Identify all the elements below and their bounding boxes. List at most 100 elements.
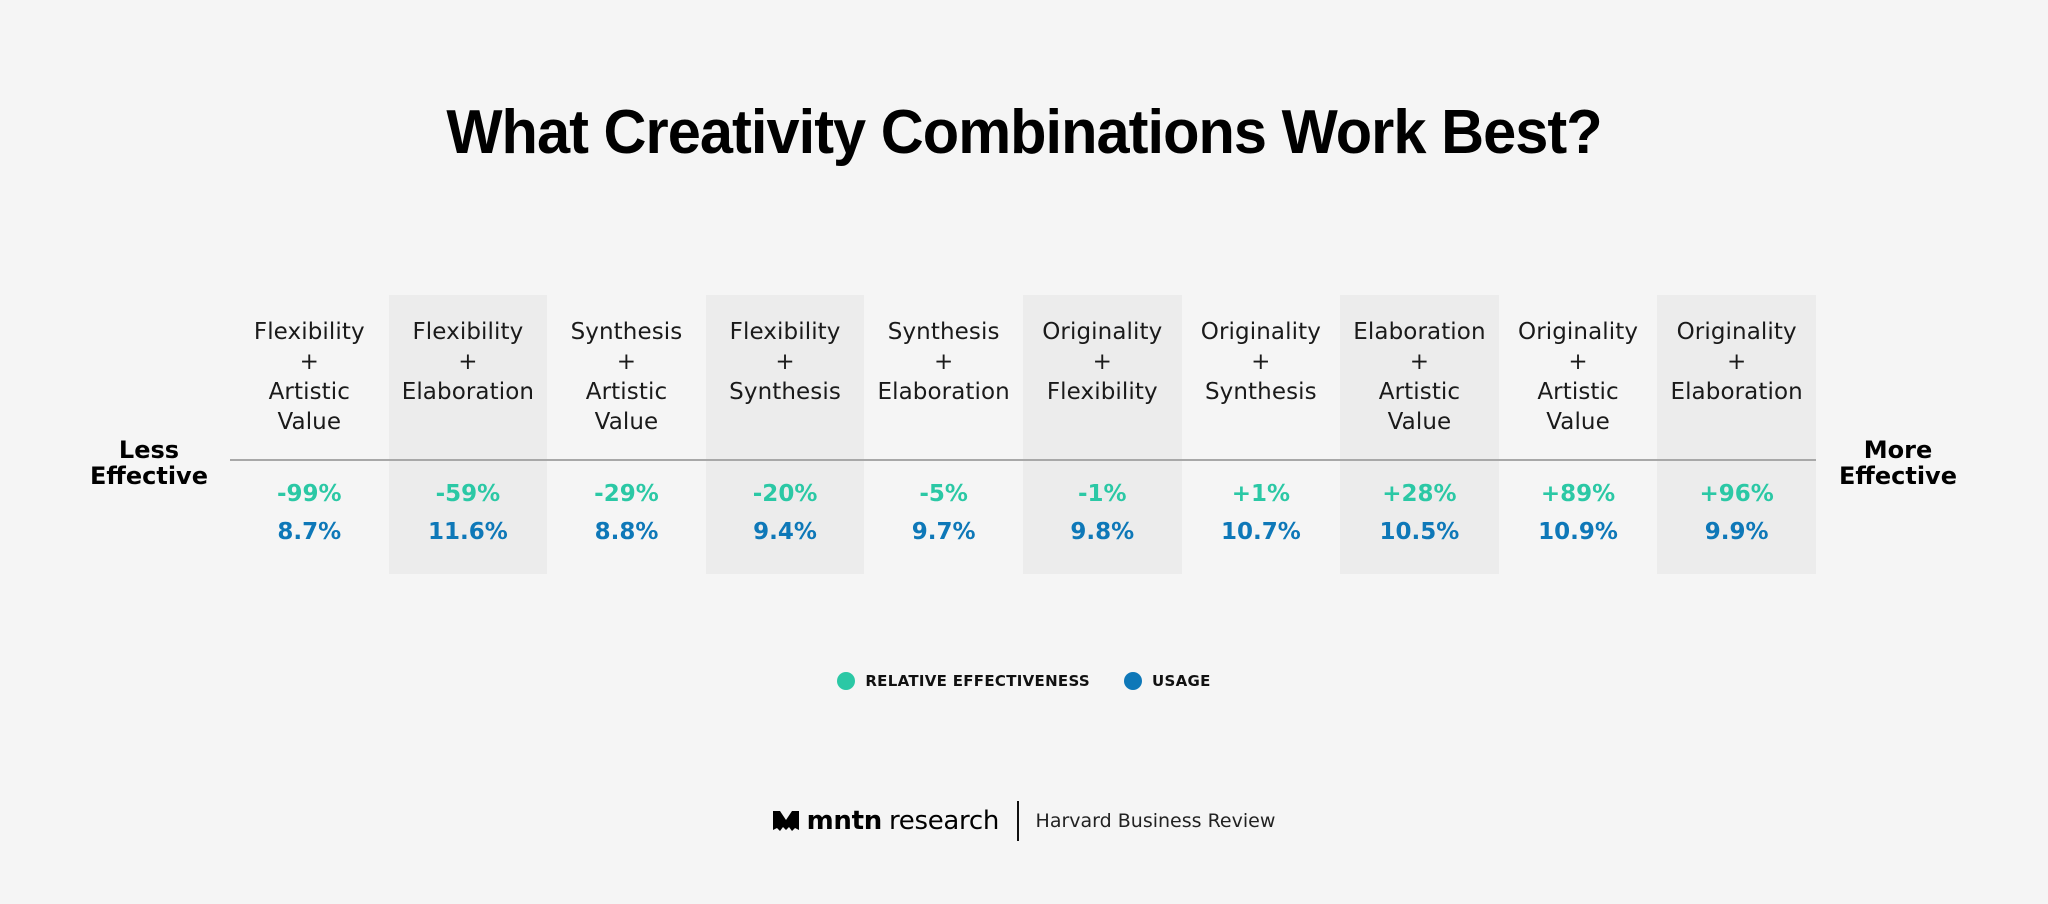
usage-value: 9.4%	[753, 519, 817, 545]
header-line3: Value	[1387, 409, 1452, 435]
legend-item-relative-effectiveness: RELATIVE EFFECTIVENESS	[837, 672, 1090, 690]
column-8: Elaboration + Artistic Value +28% 10.5%	[1340, 295, 1499, 574]
column-values: -5% 9.7%	[864, 480, 1023, 546]
column-values: -29% 8.8%	[547, 480, 706, 546]
legend: RELATIVE EFFECTIVENESS USAGE	[0, 672, 2048, 690]
header-line2: Artistic	[268, 379, 351, 405]
header-line2: Elaboration	[1670, 379, 1803, 405]
header-line2: Artistic	[1378, 379, 1461, 405]
column-9: Originality + Artistic Value +89% 10.9%	[1499, 295, 1658, 574]
effectiveness-value: -20%	[752, 481, 818, 507]
header-line2: Synthesis	[729, 379, 841, 405]
more-effective-label: More Effective	[1818, 437, 1978, 489]
legend-label: RELATIVE EFFECTIVENESS	[865, 672, 1091, 690]
effectiveness-value: -29%	[594, 481, 659, 507]
chart-title: What Creativity Combinations Work Best?	[446, 98, 1602, 167]
header-line2: Artistic	[1537, 379, 1619, 405]
plus-sign: +	[1568, 349, 1588, 375]
column-header: Originality + Artistic Value	[1499, 317, 1658, 437]
effectiveness-value: +28%	[1382, 481, 1457, 507]
usage-value: 9.7%	[911, 519, 976, 545]
header-line3: Value	[1546, 409, 1610, 435]
header-line1: Elaboration	[1353, 319, 1486, 345]
header-line2: Elaboration	[877, 379, 1010, 405]
header-line1: Originality	[1200, 319, 1321, 345]
usage-value: 9.9%	[1704, 519, 1769, 545]
column-1: Flexibility + Artistic Value -99% 8.7%	[230, 295, 389, 574]
plus-sign: +	[1251, 349, 1271, 375]
column-values: +28% 10.5%	[1340, 480, 1499, 546]
effectiveness-value: +1%	[1231, 481, 1291, 507]
header-line1: Synthesis	[570, 319, 683, 345]
mntn-logo-icon	[772, 811, 799, 831]
column-3: Synthesis + Artistic Value -29% 8.8%	[547, 295, 706, 574]
plus-sign: +	[616, 349, 637, 375]
column-values: -20% 9.4%	[706, 480, 865, 546]
header-line1: Flexibility	[412, 319, 524, 345]
legend-dot-icon	[1124, 672, 1143, 690]
column-values: -59% 11.6%	[389, 480, 548, 546]
legend-dot-icon	[837, 672, 856, 690]
combinations-table: Flexibility + Artistic Value -99% 8.7% F…	[230, 295, 1816, 574]
column-values: +1% 10.7%	[1182, 480, 1341, 546]
header-line1: Flexibility	[253, 319, 365, 345]
column-header: Synthesis + Artistic Value	[547, 317, 706, 437]
more-effective-line1: More	[1863, 436, 1933, 464]
column-header: Flexibility + Synthesis	[706, 317, 865, 407]
usage-value: 10.9%	[1538, 519, 1618, 545]
header-line1: Originality	[1676, 319, 1797, 345]
plus-sign: +	[1726, 349, 1747, 375]
legend-label: USAGE	[1152, 672, 1211, 690]
column-header: Flexibility + Elaboration	[389, 317, 548, 407]
header-line1: Originality	[1042, 319, 1163, 345]
effectiveness-value: +96%	[1699, 481, 1774, 507]
column-10: Originality + Elaboration +96% 9.9%	[1657, 295, 1816, 574]
column-5: Synthesis + Elaboration -5% 9.7%	[864, 295, 1023, 574]
column-2: Flexibility + Elaboration -59% 11.6%	[388, 295, 548, 574]
less-effective-line1: Less	[118, 436, 180, 464]
effectiveness-value: -99%	[276, 481, 342, 507]
usage-value: 11.6%	[427, 519, 508, 545]
column-header: Elaboration + Artistic Value	[1340, 317, 1499, 437]
header-line1: Synthesis	[887, 319, 1000, 345]
effectiveness-value: -1%	[1077, 481, 1127, 507]
usage-value: 10.5%	[1379, 519, 1460, 545]
header-divider-line	[230, 459, 1816, 461]
header-line1: Flexibility	[729, 319, 841, 345]
footer-divider	[1017, 801, 1019, 841]
less-effective-label: Less Effective	[69, 437, 229, 489]
column-header: Originality + Elaboration	[1657, 317, 1816, 407]
column-4: Flexibility + Synthesis -20% 9.4%	[705, 295, 865, 574]
column-header: Originality + Flexibility	[1023, 317, 1182, 407]
footer: mntn research Harvard Business Review	[0, 800, 2048, 842]
column-values: -99% 8.7%	[230, 480, 389, 546]
usage-value: 10.7%	[1220, 519, 1301, 545]
column-7: Originality + Synthesis +1% 10.7%	[1182, 295, 1341, 574]
mntn-research-logo: mntn research	[772, 806, 999, 836]
effectiveness-value: -5%	[919, 481, 968, 507]
plus-sign: +	[1092, 349, 1112, 375]
effectiveness-value: +89%	[1540, 481, 1616, 507]
plus-sign: +	[299, 349, 319, 375]
header-line2: Synthesis	[1204, 379, 1317, 405]
column-6: Originality + Flexibility -1% 9.8%	[1022, 295, 1182, 574]
column-values: +89% 10.9%	[1499, 480, 1658, 546]
column-header: Synthesis + Elaboration	[864, 317, 1023, 407]
header-line2: Flexibility	[1046, 379, 1158, 405]
plus-sign: +	[1409, 349, 1430, 375]
legend-item-usage: USAGE	[1124, 672, 1211, 690]
column-header: Flexibility + Artistic Value	[230, 317, 389, 437]
usage-value: 8.8%	[594, 519, 659, 545]
column-header: Originality + Synthesis	[1182, 317, 1341, 407]
plus-sign: +	[775, 349, 795, 375]
header-line3: Value	[277, 409, 342, 435]
plus-sign: +	[933, 349, 954, 375]
effectiveness-value: -59%	[435, 481, 501, 507]
header-line3: Value	[594, 409, 659, 435]
header-line2: Elaboration	[401, 379, 535, 405]
more-effective-line2: Effective	[1839, 462, 1957, 490]
brand-name: mntn	[806, 806, 883, 836]
header-line1: Originality	[1517, 319, 1639, 345]
column-values: -1% 9.8%	[1023, 480, 1182, 546]
column-values: +96% 9.9%	[1657, 480, 1816, 546]
